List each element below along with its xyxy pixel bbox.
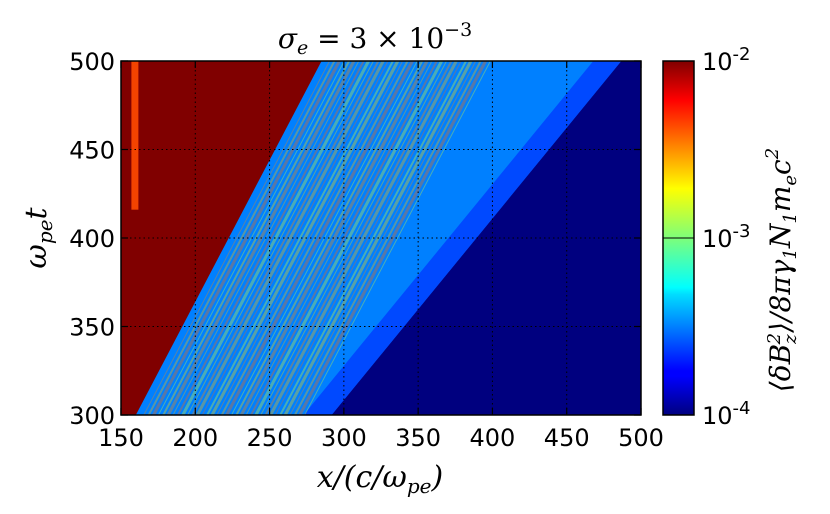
colorbar-tick-label: 10-3	[702, 221, 751, 253]
colorbar-label: ⟨δBz2⟩/8πγ1N1mec2	[762, 148, 801, 392]
hot-strip	[131, 61, 139, 210]
field-streak	[201, 61, 389, 415]
field-streak	[187, 61, 374, 415]
field-streak	[152, 61, 341, 415]
field-streak	[216, 61, 404, 415]
x-tick-label: 150	[98, 424, 144, 452]
field-streak	[196, 61, 385, 415]
colorbar-tick-label: 10-2	[702, 44, 751, 76]
x-tick-label: 500	[618, 424, 664, 452]
field-streak	[191, 61, 380, 415]
field-streak	[269, 61, 458, 415]
field-streak	[264, 61, 453, 415]
field-streak	[147, 61, 336, 415]
colorbar: 10-2 10-3 10-4	[662, 44, 751, 430]
x-tick-label: 450	[544, 424, 590, 452]
field-streak	[210, 61, 400, 415]
heatmap-plot	[121, 61, 641, 415]
y-tick-label: 350	[69, 314, 115, 342]
colorbar-ticks: 10-2 10-3 10-4	[663, 44, 751, 430]
y-tick-label: 450	[69, 137, 115, 165]
field-streak	[143, 61, 331, 415]
y-tick-label: 400	[69, 225, 115, 253]
field-streak	[304, 61, 491, 415]
x-axis-ticks: 150 200 250 300 350 400 450 500	[98, 61, 664, 452]
y-axis-label: ωpet	[19, 206, 57, 268]
field-streak	[240, 61, 429, 415]
x-tick-label: 350	[395, 424, 441, 452]
y-tick-label: 300	[69, 402, 115, 430]
x-tick-label: 250	[247, 424, 293, 452]
field-streak	[206, 61, 394, 415]
y-tick-label: 500	[69, 48, 115, 76]
field-streak	[275, 61, 462, 415]
field-streak	[254, 61, 444, 415]
colorbar-tick-label: 10-4	[702, 398, 751, 430]
x-tick-label: 300	[321, 424, 367, 452]
field-streak	[260, 61, 447, 415]
y-axis-ticks: 300 350 400 450 500	[69, 48, 641, 430]
chart-title: σe = 3 × 10−3	[278, 19, 472, 59]
field-streak	[158, 61, 345, 415]
x-tick-label: 200	[172, 424, 218, 452]
grid-lines	[121, 61, 641, 415]
field-streak	[181, 61, 370, 415]
field-streak	[245, 61, 433, 415]
x-axis-label: x/(c/ωpe)	[317, 460, 443, 498]
field-streak	[298, 61, 487, 415]
x-tick-label: 400	[470, 424, 516, 452]
